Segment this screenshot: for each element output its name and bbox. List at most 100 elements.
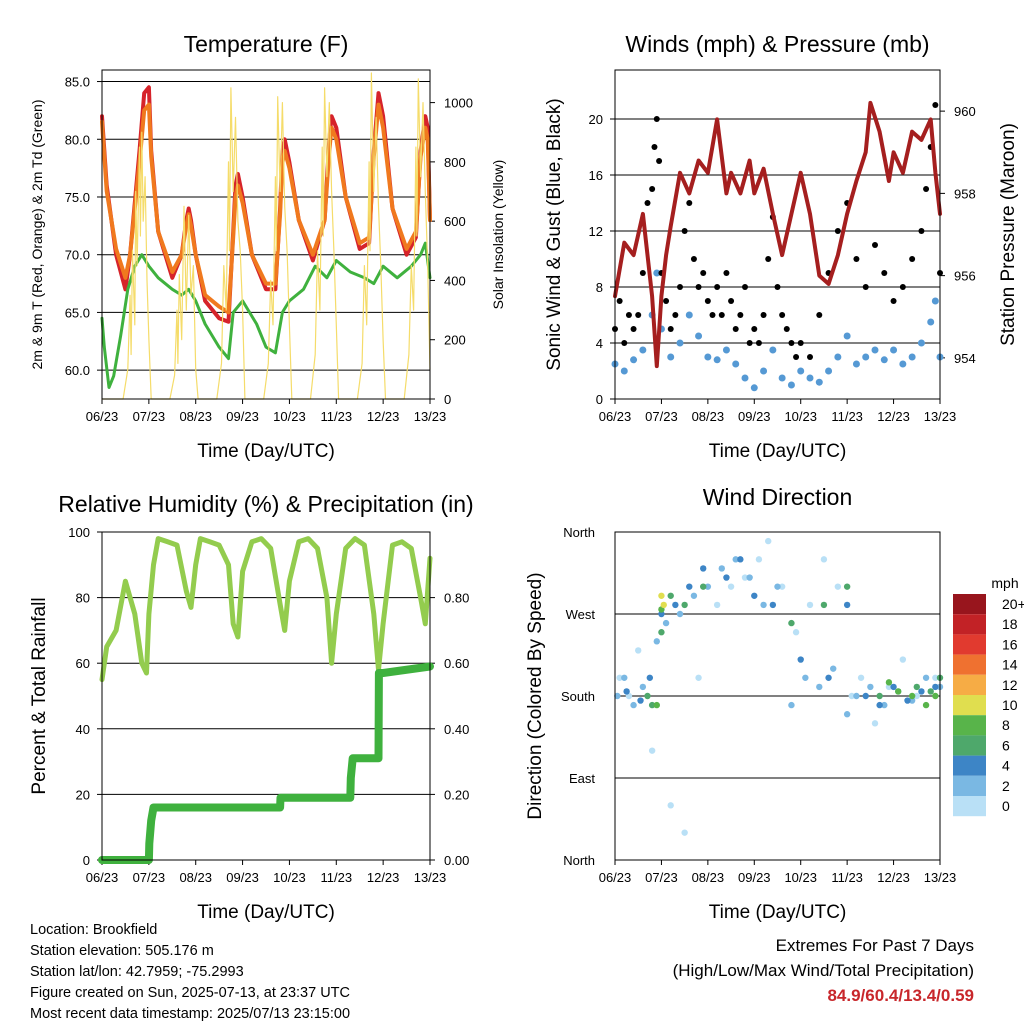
legend-label: 0 bbox=[1002, 798, 1010, 814]
direction-xlabel: Time (Day/UTC) bbox=[709, 902, 847, 923]
wind-point bbox=[890, 346, 898, 354]
y2-tick-label: 800 bbox=[444, 155, 466, 170]
gust-point bbox=[644, 200, 651, 206]
direction-point bbox=[918, 688, 925, 695]
direction-point bbox=[737, 556, 744, 563]
legend-label: 10 bbox=[1002, 697, 1018, 713]
y-tick-label: 60.0 bbox=[65, 363, 90, 378]
direction-point bbox=[723, 574, 730, 581]
x-tick-label: 08/23 bbox=[692, 409, 725, 424]
direction-point bbox=[760, 601, 767, 609]
direction-point bbox=[848, 692, 855, 700]
direction-point bbox=[922, 701, 930, 709]
direction-point bbox=[700, 583, 707, 590]
direction-point bbox=[635, 647, 642, 654]
gust-series bbox=[612, 102, 943, 360]
gust-point bbox=[709, 312, 716, 318]
extremes-subtitle: (High/Low/Max Wind/Total Precipitation) bbox=[672, 961, 974, 980]
direction-point bbox=[658, 610, 665, 618]
gust-point bbox=[672, 312, 679, 318]
legend-swatch bbox=[953, 796, 986, 817]
direction-point bbox=[913, 683, 920, 691]
legend-swatch bbox=[953, 674, 986, 695]
station-location: Location: Brookfield bbox=[30, 922, 158, 938]
wind-point bbox=[880, 356, 888, 364]
direction-point bbox=[704, 583, 712, 590]
direction-point bbox=[648, 747, 656, 754]
figure-created: Figure created on Sun, 2025-07-13, at 23… bbox=[30, 985, 350, 1001]
wind-point bbox=[667, 353, 675, 361]
y-tick-label: North bbox=[563, 853, 595, 868]
x-tick-label: 06/23 bbox=[599, 870, 632, 885]
y-tick-label: 8 bbox=[596, 280, 603, 295]
direction-point bbox=[890, 683, 897, 691]
y-tick-label: 12 bbox=[589, 224, 603, 239]
gust-point bbox=[779, 312, 786, 318]
direction-point bbox=[881, 701, 888, 709]
gust-point bbox=[742, 284, 748, 290]
y-tick-label: South bbox=[561, 689, 595, 704]
direction-point bbox=[630, 701, 637, 709]
wind-point bbox=[732, 360, 740, 368]
gust-point bbox=[686, 200, 693, 206]
direction-point bbox=[876, 692, 883, 700]
direction-point bbox=[913, 692, 920, 700]
y2-tick-label: 958 bbox=[954, 186, 976, 201]
legend-swatch bbox=[953, 614, 986, 635]
wind-point bbox=[815, 378, 823, 386]
direction-point bbox=[686, 583, 693, 590]
x-tick-label: 13/23 bbox=[924, 870, 957, 885]
temperature-y2label: Solar Insolation (Yellow) bbox=[490, 160, 506, 310]
direction-point bbox=[778, 583, 786, 590]
direction-point bbox=[639, 683, 647, 691]
direction-point bbox=[700, 565, 707, 572]
gust-point bbox=[862, 284, 869, 290]
direction-point bbox=[862, 692, 869, 700]
gust-point bbox=[751, 326, 758, 332]
y-tick-label: 40 bbox=[76, 722, 90, 737]
gust-point bbox=[797, 340, 804, 346]
legend-swatch bbox=[953, 695, 986, 716]
direction-point bbox=[885, 679, 893, 686]
direction-point bbox=[853, 692, 860, 700]
direction-point bbox=[830, 665, 837, 672]
direction-point bbox=[616, 674, 623, 681]
y2-tick-label: 0.80 bbox=[444, 591, 469, 606]
legend-label: 8 bbox=[1002, 717, 1010, 733]
x-tick-label: 07/23 bbox=[645, 409, 678, 424]
gust-point bbox=[621, 340, 628, 346]
direction-point bbox=[843, 711, 851, 718]
direction-point bbox=[648, 701, 656, 709]
y-tick-label: 20 bbox=[76, 787, 90, 802]
direction-point bbox=[816, 683, 823, 691]
legend-label: 14 bbox=[1002, 657, 1018, 673]
direction-point bbox=[899, 656, 907, 663]
temperature-title: Temperature (F) bbox=[184, 31, 349, 57]
legend-label: 6 bbox=[1002, 737, 1010, 753]
y-tick-label: 75.0 bbox=[65, 190, 90, 205]
humidity-panel: Relative Humidity (%) & Precipitation (i… bbox=[29, 491, 474, 923]
y-tick-label: 85.0 bbox=[65, 75, 90, 90]
direction-point bbox=[751, 592, 758, 599]
direction-point bbox=[820, 556, 828, 563]
recent-timestamp: Most recent data timestamp: 2025/07/13 2… bbox=[30, 1006, 351, 1022]
temperature-panel: Temperature (F) 60.0 65.0 70.0 75.0 80.0 85.0 0… bbox=[29, 31, 506, 462]
y2-tick-label: 0.40 bbox=[444, 722, 469, 737]
direction-frame bbox=[614, 531, 941, 861]
wind-point bbox=[843, 332, 851, 340]
y-tick-label: 0 bbox=[83, 853, 90, 868]
winds-panel: Winds (mph) & Pressure (mb) 0 4 8 12 16 20 954 9… bbox=[544, 31, 1019, 462]
gust-point bbox=[630, 326, 637, 332]
x-tick-label: 09/23 bbox=[226, 409, 259, 424]
x-tick-label: 10/23 bbox=[273, 409, 306, 424]
gust-point bbox=[651, 144, 658, 150]
gust-point bbox=[649, 186, 656, 192]
gust-point bbox=[793, 354, 800, 360]
x-tick-label: 12/23 bbox=[367, 409, 400, 424]
rh-line bbox=[99, 536, 433, 683]
direction-point bbox=[667, 592, 674, 599]
station-elevation: Station elevation: 505.176 m bbox=[30, 943, 214, 959]
direction-point bbox=[876, 701, 883, 709]
wind-point bbox=[825, 367, 833, 375]
gust-point bbox=[635, 312, 642, 318]
